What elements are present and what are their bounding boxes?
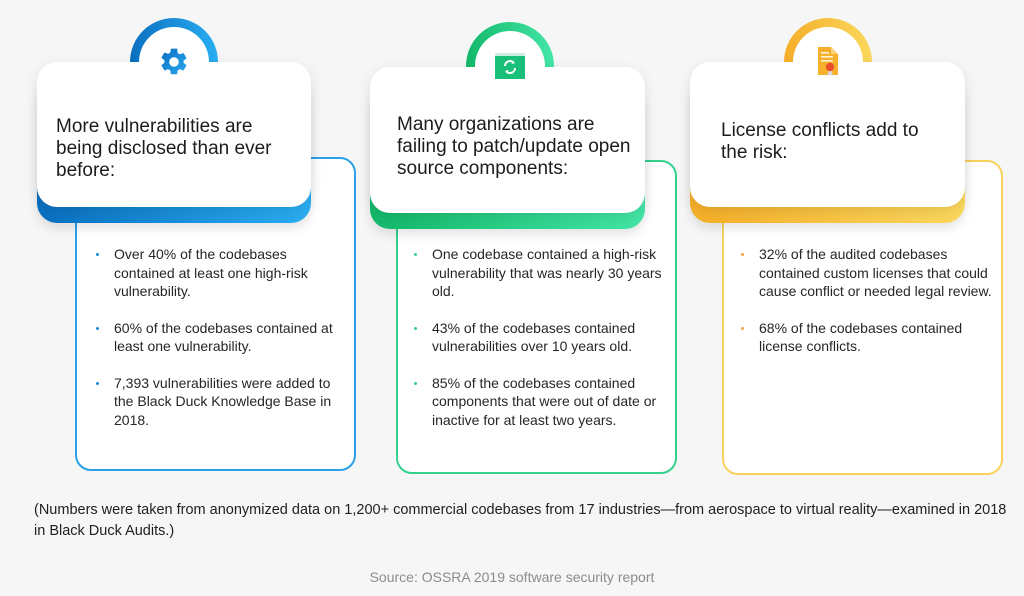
- bullet-list: 32% of the audited codebases contained c…: [739, 245, 999, 374]
- gear-icon: [161, 48, 187, 75]
- icon-circle: [793, 27, 863, 97]
- card-title: Many organizations are failing to patch/…: [397, 114, 631, 179]
- bullet-list: One codebase contained a high-risk vulne…: [412, 245, 672, 447]
- license-certificate-icon: [818, 47, 838, 76]
- list-item: 68% of the codebases contained license c…: [739, 319, 999, 356]
- bullet-list: Over 40% of the codebases contained at l…: [94, 245, 344, 447]
- bullet-icon: [741, 253, 744, 256]
- bullet-icon: [414, 381, 417, 385]
- bullet-icon: [96, 326, 99, 330]
- card-title: More vulnerabilities are being disclosed…: [56, 116, 272, 181]
- list-item: One codebase contained a high-risk vulne…: [412, 245, 672, 301]
- icon-circle: [139, 27, 209, 97]
- bullet-icon: [741, 326, 744, 330]
- source-caption: Source: OSSRA 2019 software security rep…: [369, 569, 655, 585]
- list-item: Over 40% of the codebases contained at l…: [94, 245, 344, 301]
- bullet-icon: [414, 326, 417, 330]
- list-item: 85% of the codebases contained component…: [412, 374, 672, 430]
- bullet-icon: [96, 253, 99, 256]
- bullet-icon: [414, 253, 417, 256]
- bullet-icon: [96, 381, 99, 385]
- list-item: 7,393 vulnerabilities were added to the …: [94, 374, 344, 430]
- list-item: 60% of the codebases contained at least …: [94, 319, 344, 356]
- list-item: 43% of the codebases contained vulnerabi…: [412, 319, 672, 356]
- icon-circle: [475, 31, 545, 101]
- list-item: 32% of the audited codebases contained c…: [739, 245, 999, 301]
- footnote: (Numbers were taken from anonymized data…: [34, 502, 1007, 539]
- refresh-icon: [495, 53, 525, 79]
- card-title: License conflicts add to the risk:: [721, 120, 919, 163]
